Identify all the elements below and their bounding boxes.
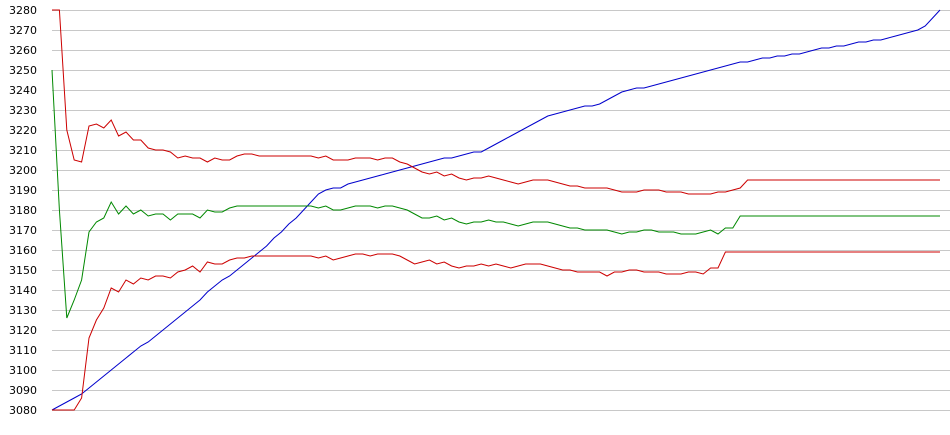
y-tick-label: 3200	[9, 164, 37, 177]
y-tick-label: 3140	[9, 284, 37, 297]
y-tick-label: 3160	[9, 244, 37, 257]
y-tick-label: 3210	[9, 144, 37, 157]
series-line-2	[52, 9, 940, 195]
y-tick-label: 3090	[9, 384, 37, 397]
y-tick-label: 3110	[9, 344, 37, 357]
series-line-4	[52, 251, 940, 411]
y-tick-label: 3170	[9, 224, 37, 237]
grid-lines	[52, 10, 950, 411]
y-tick-label: 3120	[9, 324, 37, 337]
y-tick-label: 3230	[9, 104, 37, 117]
y-tick-label: 3260	[9, 44, 37, 57]
series-lines	[51, 9, 941, 411]
series-line-3	[51, 69, 940, 319]
y-axis-tick-labels: 3080 3090 3100 3110 3120 3130 3140 3150 3160 3170…	[9, 4, 37, 417]
y-tick-label: 3250	[9, 64, 37, 77]
y-tick-label: 3150	[9, 264, 37, 277]
y-tick-label: 3130	[9, 304, 37, 317]
y-tick-label: 3220	[9, 124, 37, 137]
y-tick-label: 3080	[9, 404, 37, 417]
y-tick-label: 3100	[9, 364, 37, 377]
y-tick-label: 3190	[9, 184, 37, 197]
series-line-1	[51, 9, 941, 411]
y-tick-label: 3180	[9, 204, 37, 217]
y-tick-label: 3280	[9, 4, 37, 17]
y-tick-label: 3270	[9, 24, 37, 37]
y-tick-label: 3240	[9, 84, 37, 97]
